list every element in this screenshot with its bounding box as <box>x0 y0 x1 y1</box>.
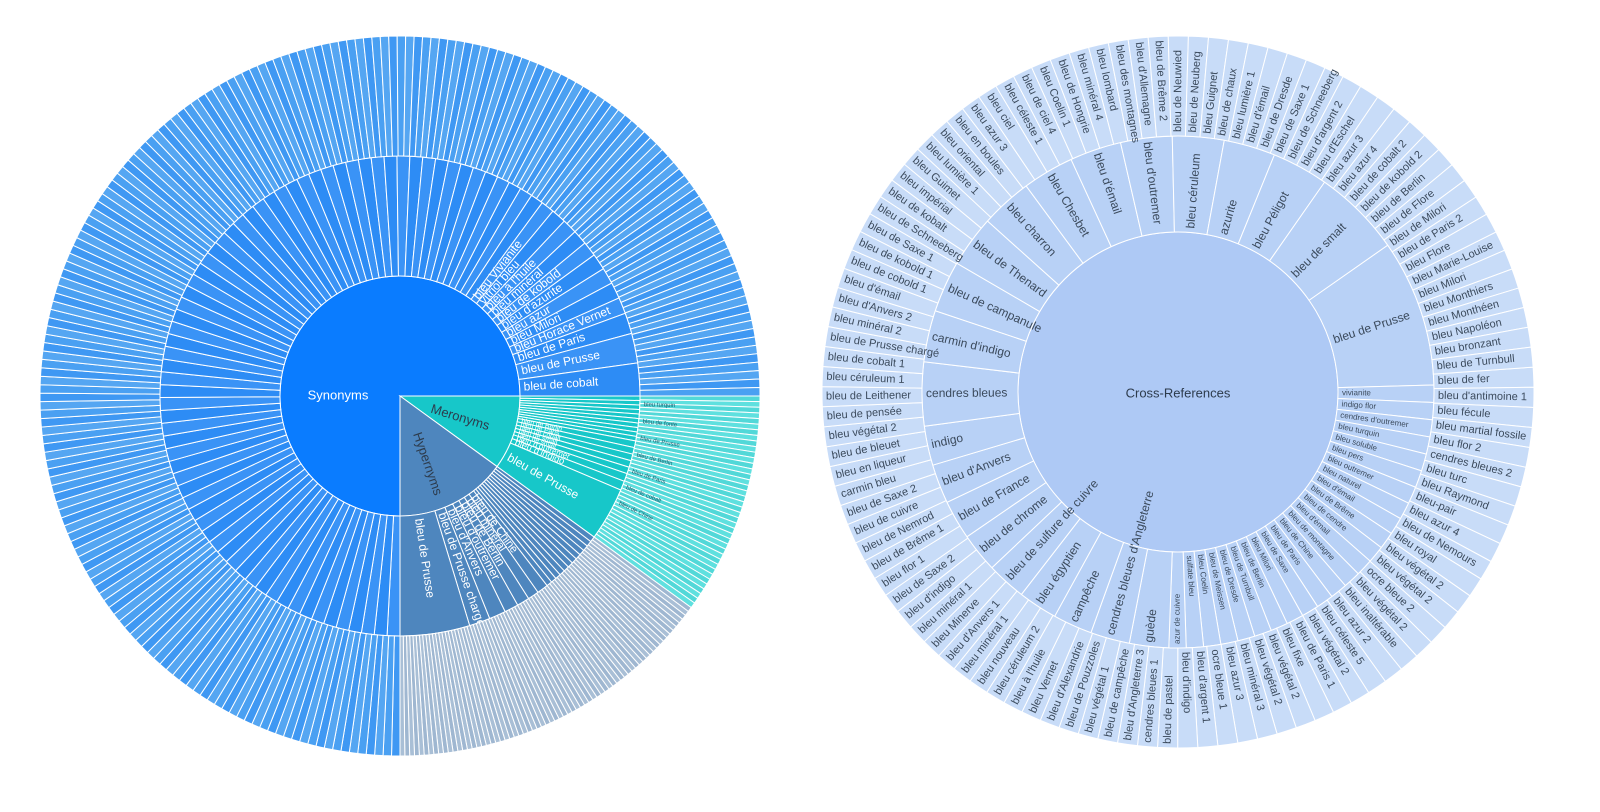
outer-label: bleu céruleum 1 <box>826 371 905 386</box>
leaf-label: bleu de fonte <box>642 419 678 429</box>
middle-label: cendres bleues <box>926 386 1007 401</box>
outer-label: bleu fécule <box>1437 405 1491 421</box>
outer-label: bleu d'indigo <box>1179 652 1193 714</box>
outer-label: bleu de pensée <box>826 405 902 422</box>
middle-label: bleu céruleum <box>1183 153 1203 229</box>
sunburst-leaf[interactable] <box>399 635 406 757</box>
outer-label: bleu d'antimoine 1 <box>1438 390 1527 403</box>
middle-label: indigo <box>930 431 965 451</box>
outer-label: bleu de pastel <box>1162 675 1176 744</box>
middle-label: azur de cuivre <box>1173 593 1182 644</box>
middle-label: indigo flor <box>1341 399 1377 411</box>
segment-label: bleu de cobalt <box>523 374 599 393</box>
center-label: Cross-References <box>1126 385 1231 400</box>
outer-segment[interactable] <box>1431 346 1534 375</box>
middle-label: guède <box>1142 608 1160 643</box>
outer-label: bleu de Leithener <box>826 389 912 402</box>
outer-label: bleu de Neuberg <box>1187 51 1204 133</box>
middle-label: vivianite <box>1342 388 1372 397</box>
outer-label: bleu de Brême 2 <box>1153 40 1169 121</box>
middle-label: sulfate bleu <box>1185 555 1197 596</box>
outer-label: bleu de fer <box>1438 373 1491 387</box>
leaf-label: bleu turquin <box>644 402 676 409</box>
group-label-synonyms: Synonyms <box>308 387 369 402</box>
outer-label: bleu de Neuwied <box>1172 50 1184 132</box>
